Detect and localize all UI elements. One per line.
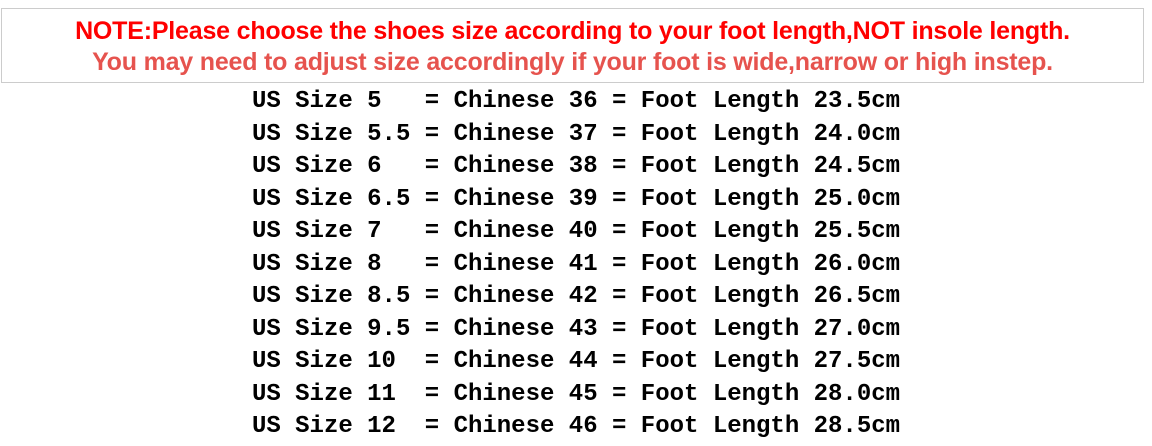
size-table-row: US Size 8.5 = Chinese 42 = Foot Length 2… <box>251 283 901 310</box>
size-table-row: US Size 6.5 = Chinese 39 = Foot Length 2… <box>251 185 901 213</box>
size-table-row: US Size 5.5 = Chinese 37 = Foot Length 2… <box>251 120 901 148</box>
size-table-row: US Size 7 = Chinese 40 = Foot Length 25.… <box>251 218 901 245</box>
size-conversion-table: US Size 5 = Chinese 36 = Foot Length 23.… <box>252 86 900 444</box>
note-line-primary: NOTE:Please choose the shoes size accord… <box>75 17 1070 45</box>
size-table-row: US Size 12 = Chinese 46 = Foot Length 28… <box>251 413 901 440</box>
size-table-row: US Size 9.5 = Chinese 43 = Foot Length 2… <box>251 315 901 343</box>
note-line-secondary: You may need to adjust size accordingly … <box>92 48 1053 76</box>
size-table-row: US Size 5 = Chinese 36 = Foot Length 23.… <box>251 88 901 115</box>
size-table-row: US Size 11 = Chinese 45 = Foot Length 28… <box>251 380 901 408</box>
size-note-banner: NOTE:Please choose the shoes size accord… <box>1 8 1144 83</box>
size-table-row: US Size 10 = Chinese 44 = Foot Length 27… <box>251 348 901 375</box>
size-table-row: US Size 6 = Chinese 38 = Foot Length 24.… <box>251 153 901 180</box>
size-table-row: US Size 8 = Chinese 41 = Foot Length 26.… <box>251 250 901 278</box>
